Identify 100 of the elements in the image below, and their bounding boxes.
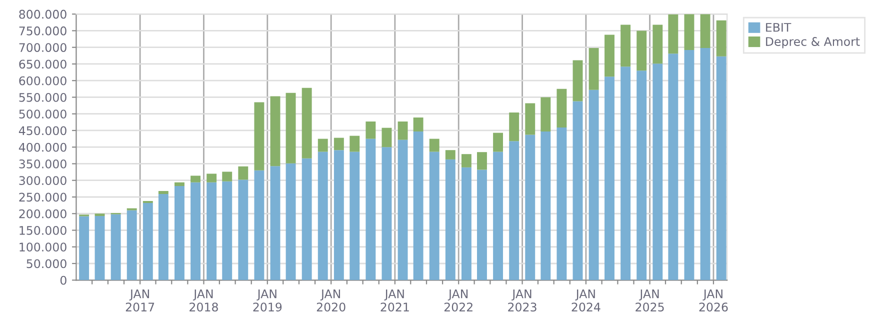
bar bbox=[509, 112, 520, 142]
bar bbox=[588, 90, 599, 280]
bar bbox=[79, 216, 90, 280]
x-tick-label: JAN 2025 bbox=[636, 290, 664, 312]
bar bbox=[350, 152, 360, 280]
bar bbox=[652, 24, 663, 64]
bar bbox=[366, 138, 376, 280]
bar bbox=[540, 131, 551, 280]
bar bbox=[158, 194, 168, 280]
bar bbox=[222, 172, 232, 182]
bar bbox=[429, 152, 440, 280]
bar bbox=[238, 180, 248, 280]
bar bbox=[126, 210, 137, 280]
x-tick-label: JAN 2018 bbox=[190, 290, 218, 312]
x-tick-label: JAN 2017 bbox=[126, 290, 154, 312]
bar bbox=[286, 163, 296, 280]
bar bbox=[684, 50, 694, 280]
bar bbox=[525, 134, 536, 280]
bar bbox=[429, 138, 440, 152]
bar bbox=[700, 14, 710, 48]
bar bbox=[509, 141, 520, 280]
bar bbox=[334, 138, 344, 150]
y-tick-label: 450.000 bbox=[18, 126, 66, 136]
bar bbox=[286, 92, 296, 164]
y-tick-label: 300.000 bbox=[19, 176, 66, 186]
bar bbox=[190, 182, 201, 280]
bar bbox=[716, 20, 726, 56]
bar bbox=[525, 103, 536, 135]
bar bbox=[636, 30, 647, 71]
bar bbox=[174, 186, 184, 280]
bar bbox=[556, 127, 567, 280]
y-tick-label: 50.000 bbox=[26, 259, 66, 268]
bar bbox=[238, 166, 248, 180]
y-tick-label: 150.000 bbox=[20, 226, 66, 235]
bar bbox=[461, 167, 472, 280]
bar bbox=[110, 214, 121, 280]
bar bbox=[668, 54, 678, 280]
bar bbox=[206, 174, 217, 182]
bar bbox=[668, 14, 678, 54]
bar bbox=[652, 64, 663, 280]
bar bbox=[493, 132, 504, 152]
x-tick-label: JAN 2026 bbox=[699, 290, 728, 312]
bar bbox=[174, 182, 184, 186]
bar bbox=[398, 140, 408, 280]
bar bbox=[716, 56, 726, 280]
bar bbox=[604, 34, 614, 77]
bar bbox=[270, 96, 280, 166]
bar bbox=[572, 101, 583, 280]
bar bbox=[620, 24, 631, 67]
y-tick-label: 250.000 bbox=[19, 192, 66, 202]
y-tick-label: 350.000 bbox=[19, 159, 66, 168]
x-tick-label: JAN 2019 bbox=[253, 290, 282, 312]
bar bbox=[366, 122, 376, 139]
bar bbox=[270, 166, 280, 280]
x-tick-label: JAN 2023 bbox=[508, 290, 536, 312]
bar bbox=[477, 170, 487, 280]
bar bbox=[572, 60, 583, 102]
y-tick-label: 100.000 bbox=[20, 242, 66, 252]
y-tick-label: 0 bbox=[60, 276, 66, 285]
bar bbox=[445, 159, 456, 280]
bar bbox=[684, 14, 694, 50]
bar bbox=[318, 152, 328, 280]
bar bbox=[334, 150, 344, 280]
bar bbox=[206, 182, 217, 280]
bar bbox=[604, 76, 614, 280]
y-tick-label: 200.000 bbox=[19, 209, 66, 218]
bar bbox=[556, 88, 567, 128]
x-tick-label: JAN 2020 bbox=[316, 290, 346, 312]
bar bbox=[382, 128, 392, 148]
bar bbox=[302, 88, 312, 158]
bar bbox=[318, 138, 328, 152]
legend-label: Deprec & Amort bbox=[766, 37, 860, 48]
y-tick-label: 750.000 bbox=[19, 26, 66, 36]
x-tick-label: JAN 2024 bbox=[572, 290, 600, 312]
y-tick-label: 800.000 bbox=[19, 10, 66, 19]
y-tick-label: 550.000 bbox=[19, 92, 66, 102]
bar bbox=[461, 154, 472, 168]
bar bbox=[445, 150, 456, 160]
x-tick-label: JAN 2021 bbox=[380, 290, 409, 312]
bar bbox=[493, 152, 504, 280]
bar bbox=[302, 158, 312, 280]
bar bbox=[254, 170, 264, 280]
bar bbox=[588, 48, 599, 90]
bar bbox=[477, 152, 487, 170]
bar bbox=[382, 147, 392, 280]
bar bbox=[413, 118, 424, 132]
bar bbox=[700, 48, 710, 280]
bar bbox=[222, 181, 232, 280]
y-tick-label: 600.000 bbox=[19, 76, 66, 86]
bar bbox=[254, 102, 264, 170]
bar bbox=[413, 131, 424, 280]
x-tick-label: JAN 2022 bbox=[444, 290, 472, 312]
bar bbox=[620, 66, 631, 280]
y-tick-label: 400.000 bbox=[18, 142, 66, 152]
y-tick-label: 500.000 bbox=[19, 110, 66, 119]
bar bbox=[636, 70, 647, 280]
bar bbox=[190, 176, 201, 182]
bar bbox=[350, 136, 360, 152]
legend-label: EBIT bbox=[766, 23, 792, 32]
y-tick-label: 700.000 bbox=[19, 43, 66, 52]
